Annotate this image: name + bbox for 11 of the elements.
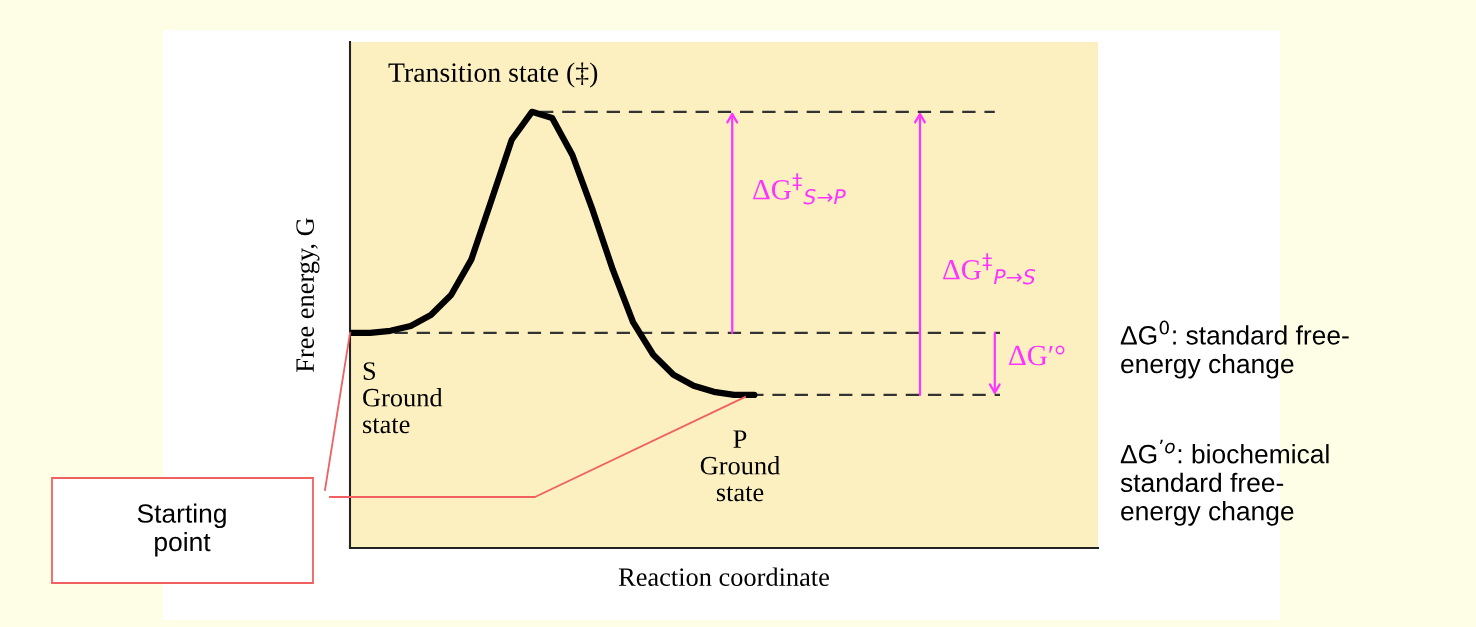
y-axis-title: Free energy, G xyxy=(296,218,320,372)
annotation: P Ground state xyxy=(700,430,780,502)
text: ΔG$^{’o}$: biochemical standard free- energy change xyxy=(1120,439,1329,526)
text: Transition state (‡) xyxy=(388,62,598,88)
annotation: ΔG′° xyxy=(1009,345,1065,366)
text: ΔG$^{0}$: standard free- energy change xyxy=(1120,320,1349,379)
x-axis-title: Reaction coordinate xyxy=(618,567,829,587)
annotation: ΔG$^{‡}$$_{S→P}$ xyxy=(753,173,846,205)
annotation: S Ground state xyxy=(363,362,443,434)
annotation: ΔG$^{‡}$$_{P→S}$ xyxy=(943,253,1036,285)
text: Starting point xyxy=(137,503,226,557)
